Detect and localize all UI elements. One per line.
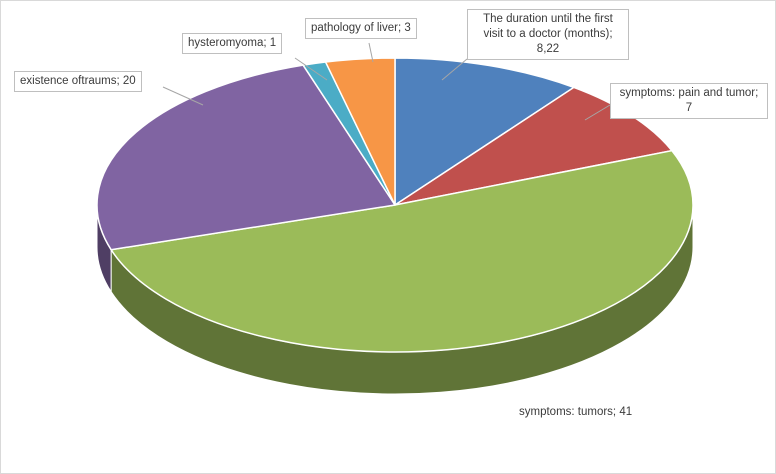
leader-line-0	[441, 58, 468, 81]
pie-slice-0[interactable]	[394, 57, 576, 207]
data-label-pathology-of-liver[interactable]: pathology of liver; 3	[305, 18, 417, 39]
pie-slice-5[interactable]	[324, 57, 396, 206]
pie-slice-3[interactable]	[96, 64, 397, 251]
data-label-duration[interactable]: The duration until the first visit to a …	[467, 9, 629, 60]
data-label-tumors[interactable]: symptoms: tumors; 41	[519, 406, 633, 418]
data-label-existence-of-traums[interactable]: existence oftraums; 20	[14, 71, 142, 92]
data-label-hysteromyoma[interactable]: hysteromyoma; 1	[182, 33, 283, 54]
data-label-pain-and-tumor[interactable]: symptoms: pain and tumor; 7	[610, 83, 768, 119]
leader-line-3	[162, 86, 204, 106]
leader-line-5	[368, 42, 374, 63]
leader-line-4	[294, 57, 328, 81]
leader-line-1	[584, 104, 611, 121]
pie-slice-2[interactable]	[109, 149, 694, 353]
